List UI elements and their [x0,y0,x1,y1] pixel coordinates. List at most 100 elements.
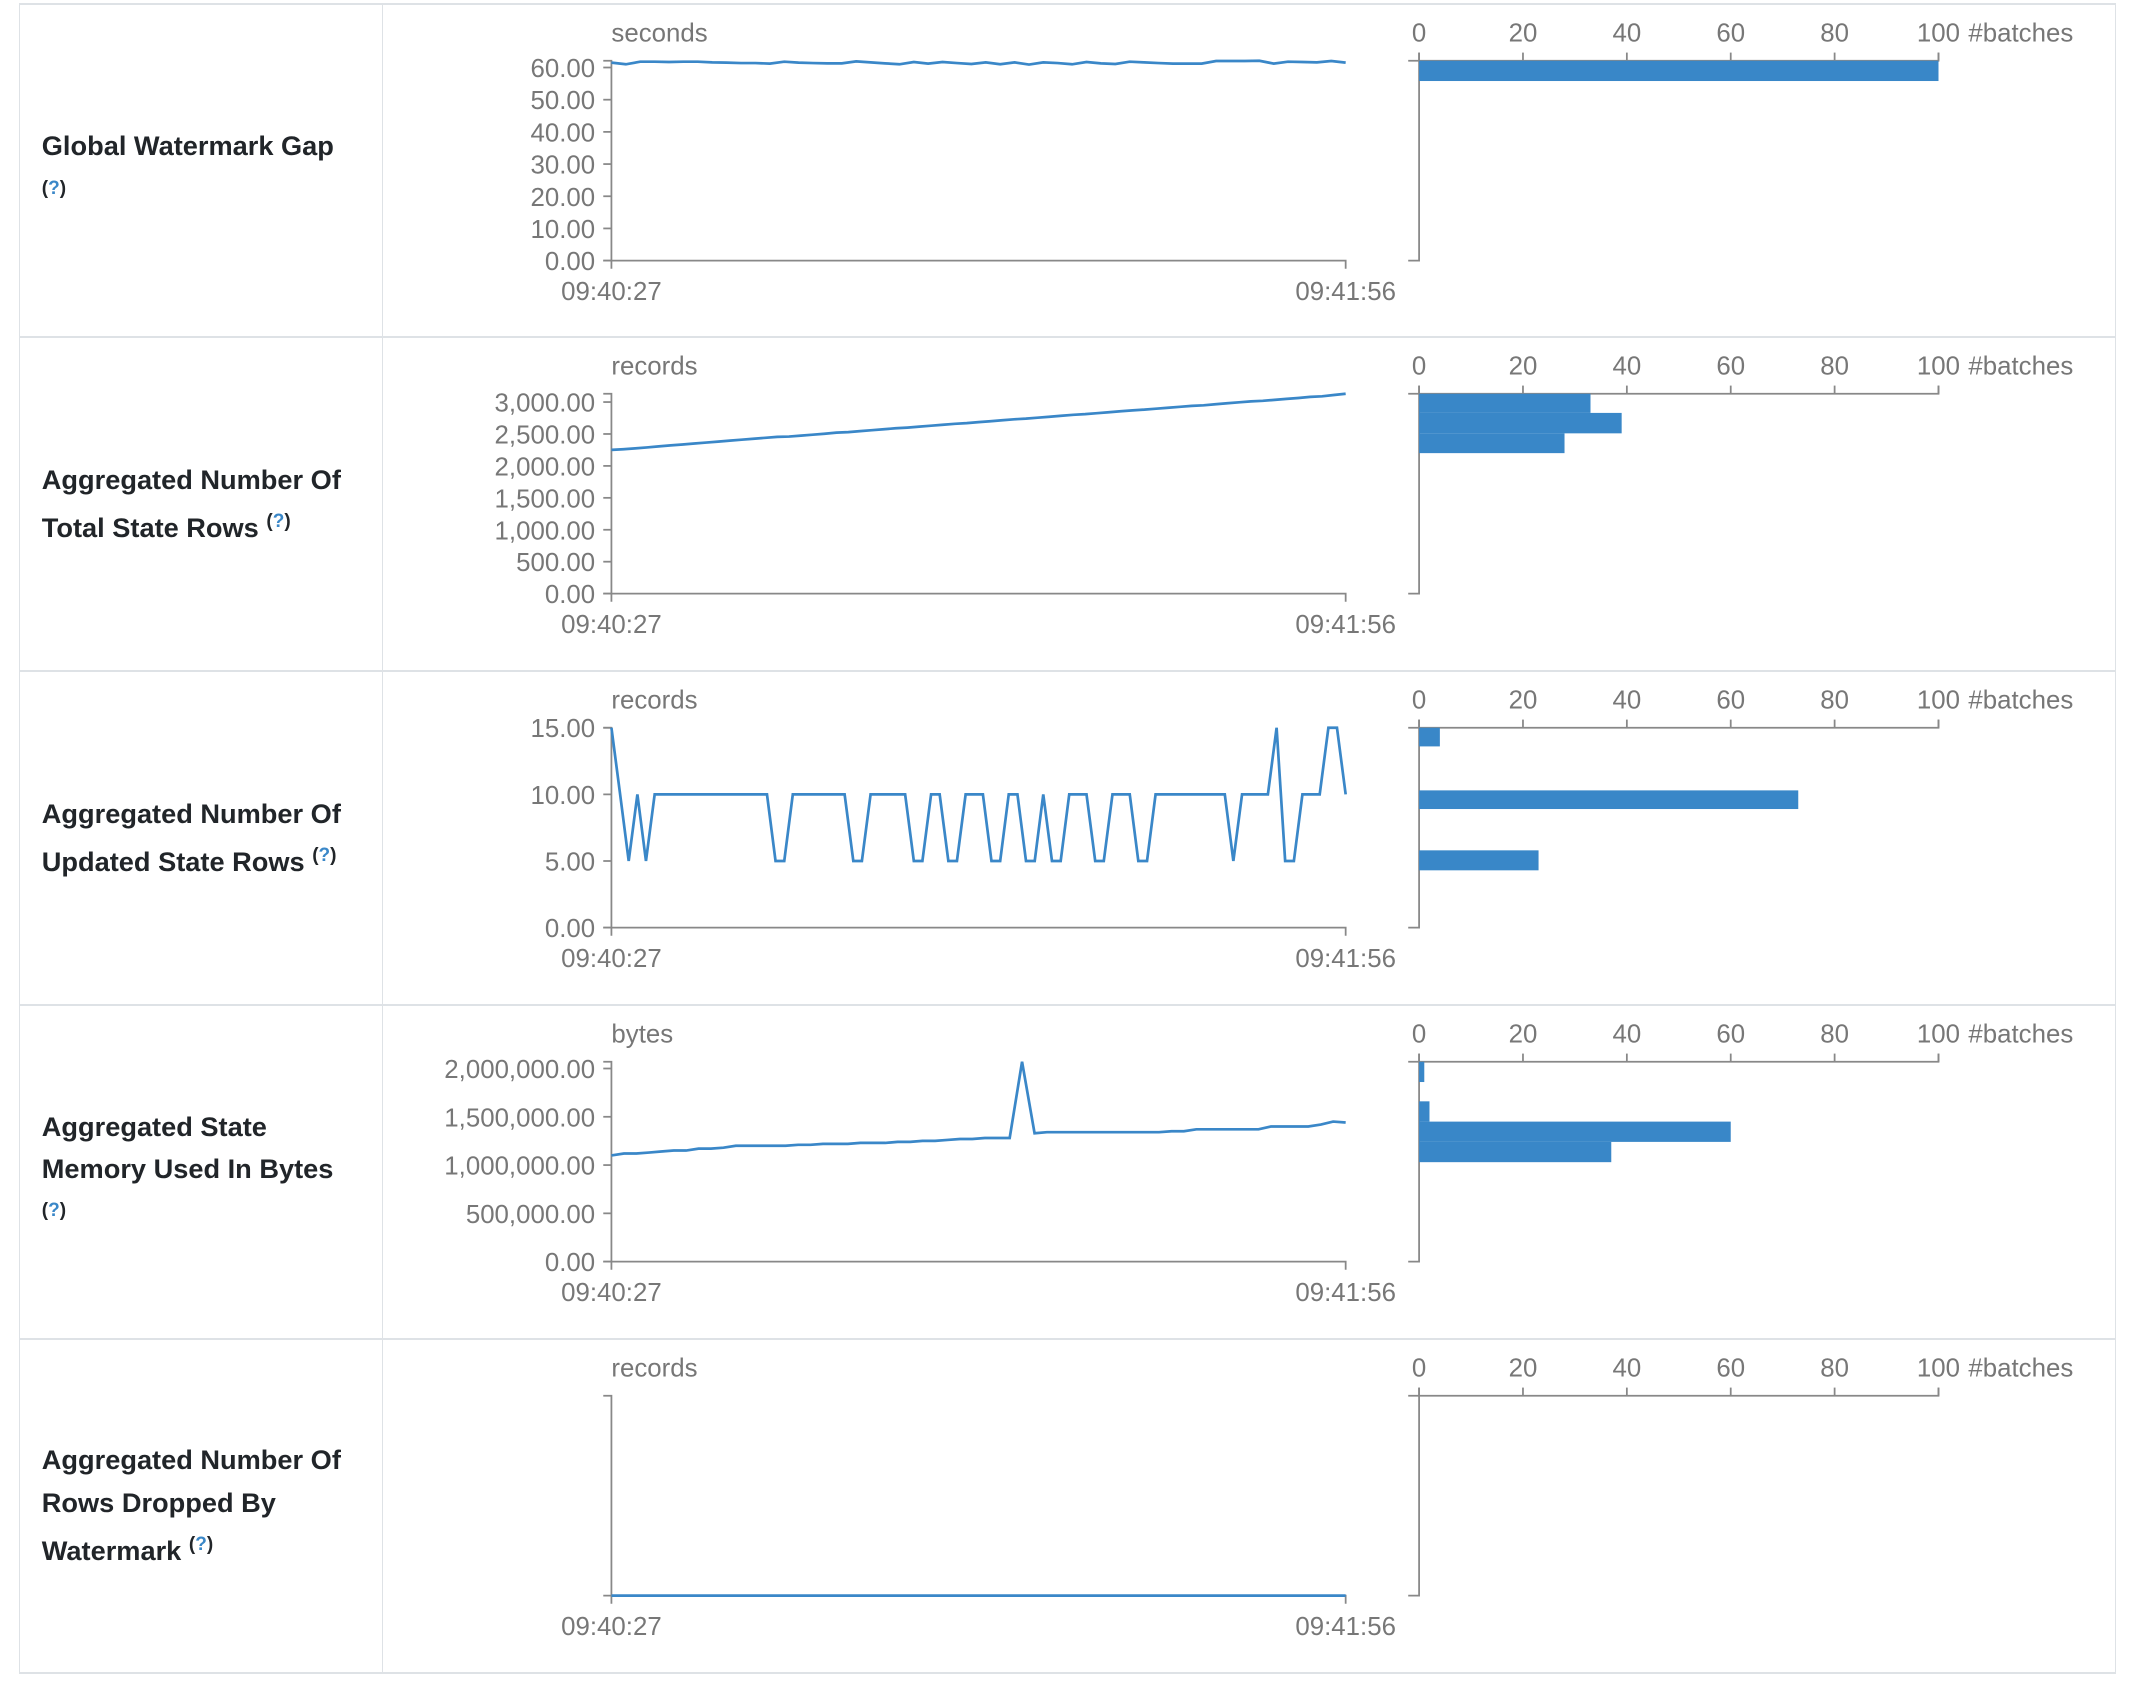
y-axis-unit-label: seconds [611,19,707,47]
x-axis-line [610,926,1347,937]
x-tick-label-start: 09:40:27 [561,1279,662,1307]
x-tick-label-end: 09:41:56 [1295,612,1396,640]
histogram-x-tick-label: 40 [1613,1354,1642,1382]
y-tick-label: 2,500.00 [495,422,596,450]
chart-cell: records 0.00 500.00 1,000.00 1,500.00 2,000.0… [383,338,2115,670]
y-tick-label: 0.00 [545,915,595,943]
histogram-x-tick-label: 60 [1716,687,1745,715]
metric-label: Aggregated Number Of Updated State Rows [41,797,341,878]
histogram-y-axis-line [1408,727,1421,929]
histogram-x-tick-label: 80 [1820,353,1849,381]
histogram-x-tick-label: 0 [1412,19,1426,47]
help-tooltip-icon[interactable]: (?) [266,511,291,533]
histogram-bar [1419,727,1440,747]
histogram-x-tick-label: 60 [1716,19,1745,47]
histogram-y-axis-line [1408,393,1421,595]
y-axis-line [603,393,613,595]
chart-cell: records 0.00 5.00 10.00 15.00 09:40:27 09:41:5… [383,672,2115,1004]
rows-dropped-chart: records 09:40:27 09:41:56 0 20 40 60 80 100 #batc… [561,1354,2073,1641]
histogram-bar [1419,1061,1425,1083]
y-axis-line [603,1060,613,1263]
x-tick-label-start: 09:40:27 [561,278,662,306]
x-axis-line [610,259,1347,269]
help-tooltip-icon[interactable]: (?) [41,1199,67,1221]
histogram-x-axis-line [1418,719,1940,729]
watermark-gap-chart: seconds 0.00 10.00 20.00 30.00 40.00 50.00 60.0… [531,19,2074,306]
timeline-series-line [611,59,1346,66]
histogram-x-axis-label: #batches [1968,353,2073,381]
histogram-x-tick-label: 80 [1820,687,1849,715]
histogram-x-tick-label: 100 [1917,1021,1960,1049]
y-tick-label: 2,000.00 [495,454,596,482]
histogram-x-tick-label: 80 [1820,19,1849,47]
y-tick-label: 5.00 [545,849,595,877]
y-tick-label: 15.00 [531,716,596,744]
metrics-table: Global Watermark Gap (?) seconds 0.00 10.00… [19,2,2116,1674]
metric-label: Aggregated State Memory Used In Bytes [41,1110,334,1184]
histogram-x-tick-label: 20 [1509,1021,1538,1049]
histogram-x-tick-label: 100 [1917,353,1960,381]
y-tick-label: 3,000.00 [495,390,596,418]
timeline-series-line [610,726,1348,863]
metric-row-total-state-rows: Aggregated Number Of Total State Rows (?… [19,338,2116,673]
metric-row-updated-state-rows: Aggregated Number Of Updated State Rows … [19,672,2116,1007]
y-axis-line [603,727,613,929]
y-tick-label: 60.00 [531,55,596,83]
metric-label-cell: Aggregated Number Of Total State Rows (?… [20,338,384,671]
y-tick-label: 0.00 [545,248,595,276]
y-tick-label: 20.00 [531,183,596,211]
x-axis-line [610,1260,1347,1270]
histogram-x-axis-label: #batches [1968,1021,2073,1049]
metric-label-cell: Aggregated State Memory Used In Bytes (?) [20,1006,384,1338]
histogram-x-tick-label: 0 [1412,687,1426,715]
x-axis-line [610,593,1347,603]
y-axis-line [603,59,613,262]
y-tick-label: 1,500.00 [495,486,596,514]
metric-row-rows-dropped: Aggregated Number Of Rows Dropped By Wat… [19,1339,2116,1674]
histogram-y-axis-line [1408,59,1421,262]
x-tick-label-start: 09:40:27 [561,1613,662,1641]
total-state-rows-chart: records 0.00 500.00 1,000.00 1,500.00 2,000.0… [495,353,2074,640]
chart-cell: bytes 0.00 500,000.00 1,000,000.00 1,500,000… [383,1006,2115,1338]
histogram-bar [1419,1141,1612,1163]
metric-label-cell: Aggregated Number Of Updated State Rows … [20,672,384,1005]
histogram-x-tick-label: 100 [1917,19,1960,47]
y-axis-unit-label: records [611,353,697,381]
histogram-x-tick-label: 0 [1412,353,1426,381]
y-tick-label: 10.00 [531,782,596,810]
histogram-y-axis-line [1408,1060,1421,1263]
histogram-bar [1419,413,1622,434]
x-tick-label-end: 09:41:56 [1295,1279,1396,1307]
help-tooltip-icon[interactable]: (?) [41,177,67,199]
metric-label-cell: Aggregated Number Of Rows Dropped By Wat… [20,1339,384,1672]
histogram-bar [1419,1121,1731,1142]
x-tick-label-end: 09:41:56 [1295,278,1396,306]
histogram-x-axis-label: #batches [1968,687,2073,715]
histogram-x-tick-label: 60 [1716,1021,1745,1049]
metric-row-watermark-gap: Global Watermark Gap (?) seconds 0.00 10.00… [19,4,2116,339]
chart-cell: records 09:40:27 09:41:56 0 20 40 60 80 100 #batc… [383,1340,2115,1672]
timeline-series-line [611,392,1346,452]
state-memory-chart: bytes 0.00 500,000.00 1,000,000.00 1,500,000… [444,1021,2073,1307]
histogram-x-tick-label: 20 [1509,1354,1538,1382]
histogram-bar [1419,433,1565,454]
x-tick-label-end: 09:41:56 [1295,1613,1396,1641]
help-tooltip-icon[interactable]: (?) [312,845,337,867]
histogram-y-axis-line [1408,1394,1421,1597]
histogram-x-tick-label: 40 [1613,353,1642,381]
y-tick-label: 10.00 [531,216,596,244]
histogram-x-axis-line [1418,52,1940,62]
histogram-bar [1419,790,1799,810]
y-tick-label: 0.00 [545,582,595,610]
y-tick-label: 30.00 [531,151,596,179]
histogram-x-tick-label: 20 [1509,353,1538,381]
histogram-bar [1419,1101,1430,1122]
help-tooltip-icon[interactable]: (?) [188,1533,214,1555]
chart-cell: seconds 0.00 10.00 20.00 30.00 40.00 50.00 60.0… [383,5,2115,337]
updated-state-rows-chart: records 0.00 5.00 10.00 15.00 09:40:27 09:41:5… [531,687,2074,973]
y-axis-unit-label: records [611,687,697,715]
histogram-x-axis-label: #batches [1968,19,2073,47]
metric-label: Global Watermark Gap [41,130,334,162]
y-tick-label: 1,500,000.00 [444,1104,595,1132]
y-tick-label: 2,000,000.00 [444,1056,595,1084]
